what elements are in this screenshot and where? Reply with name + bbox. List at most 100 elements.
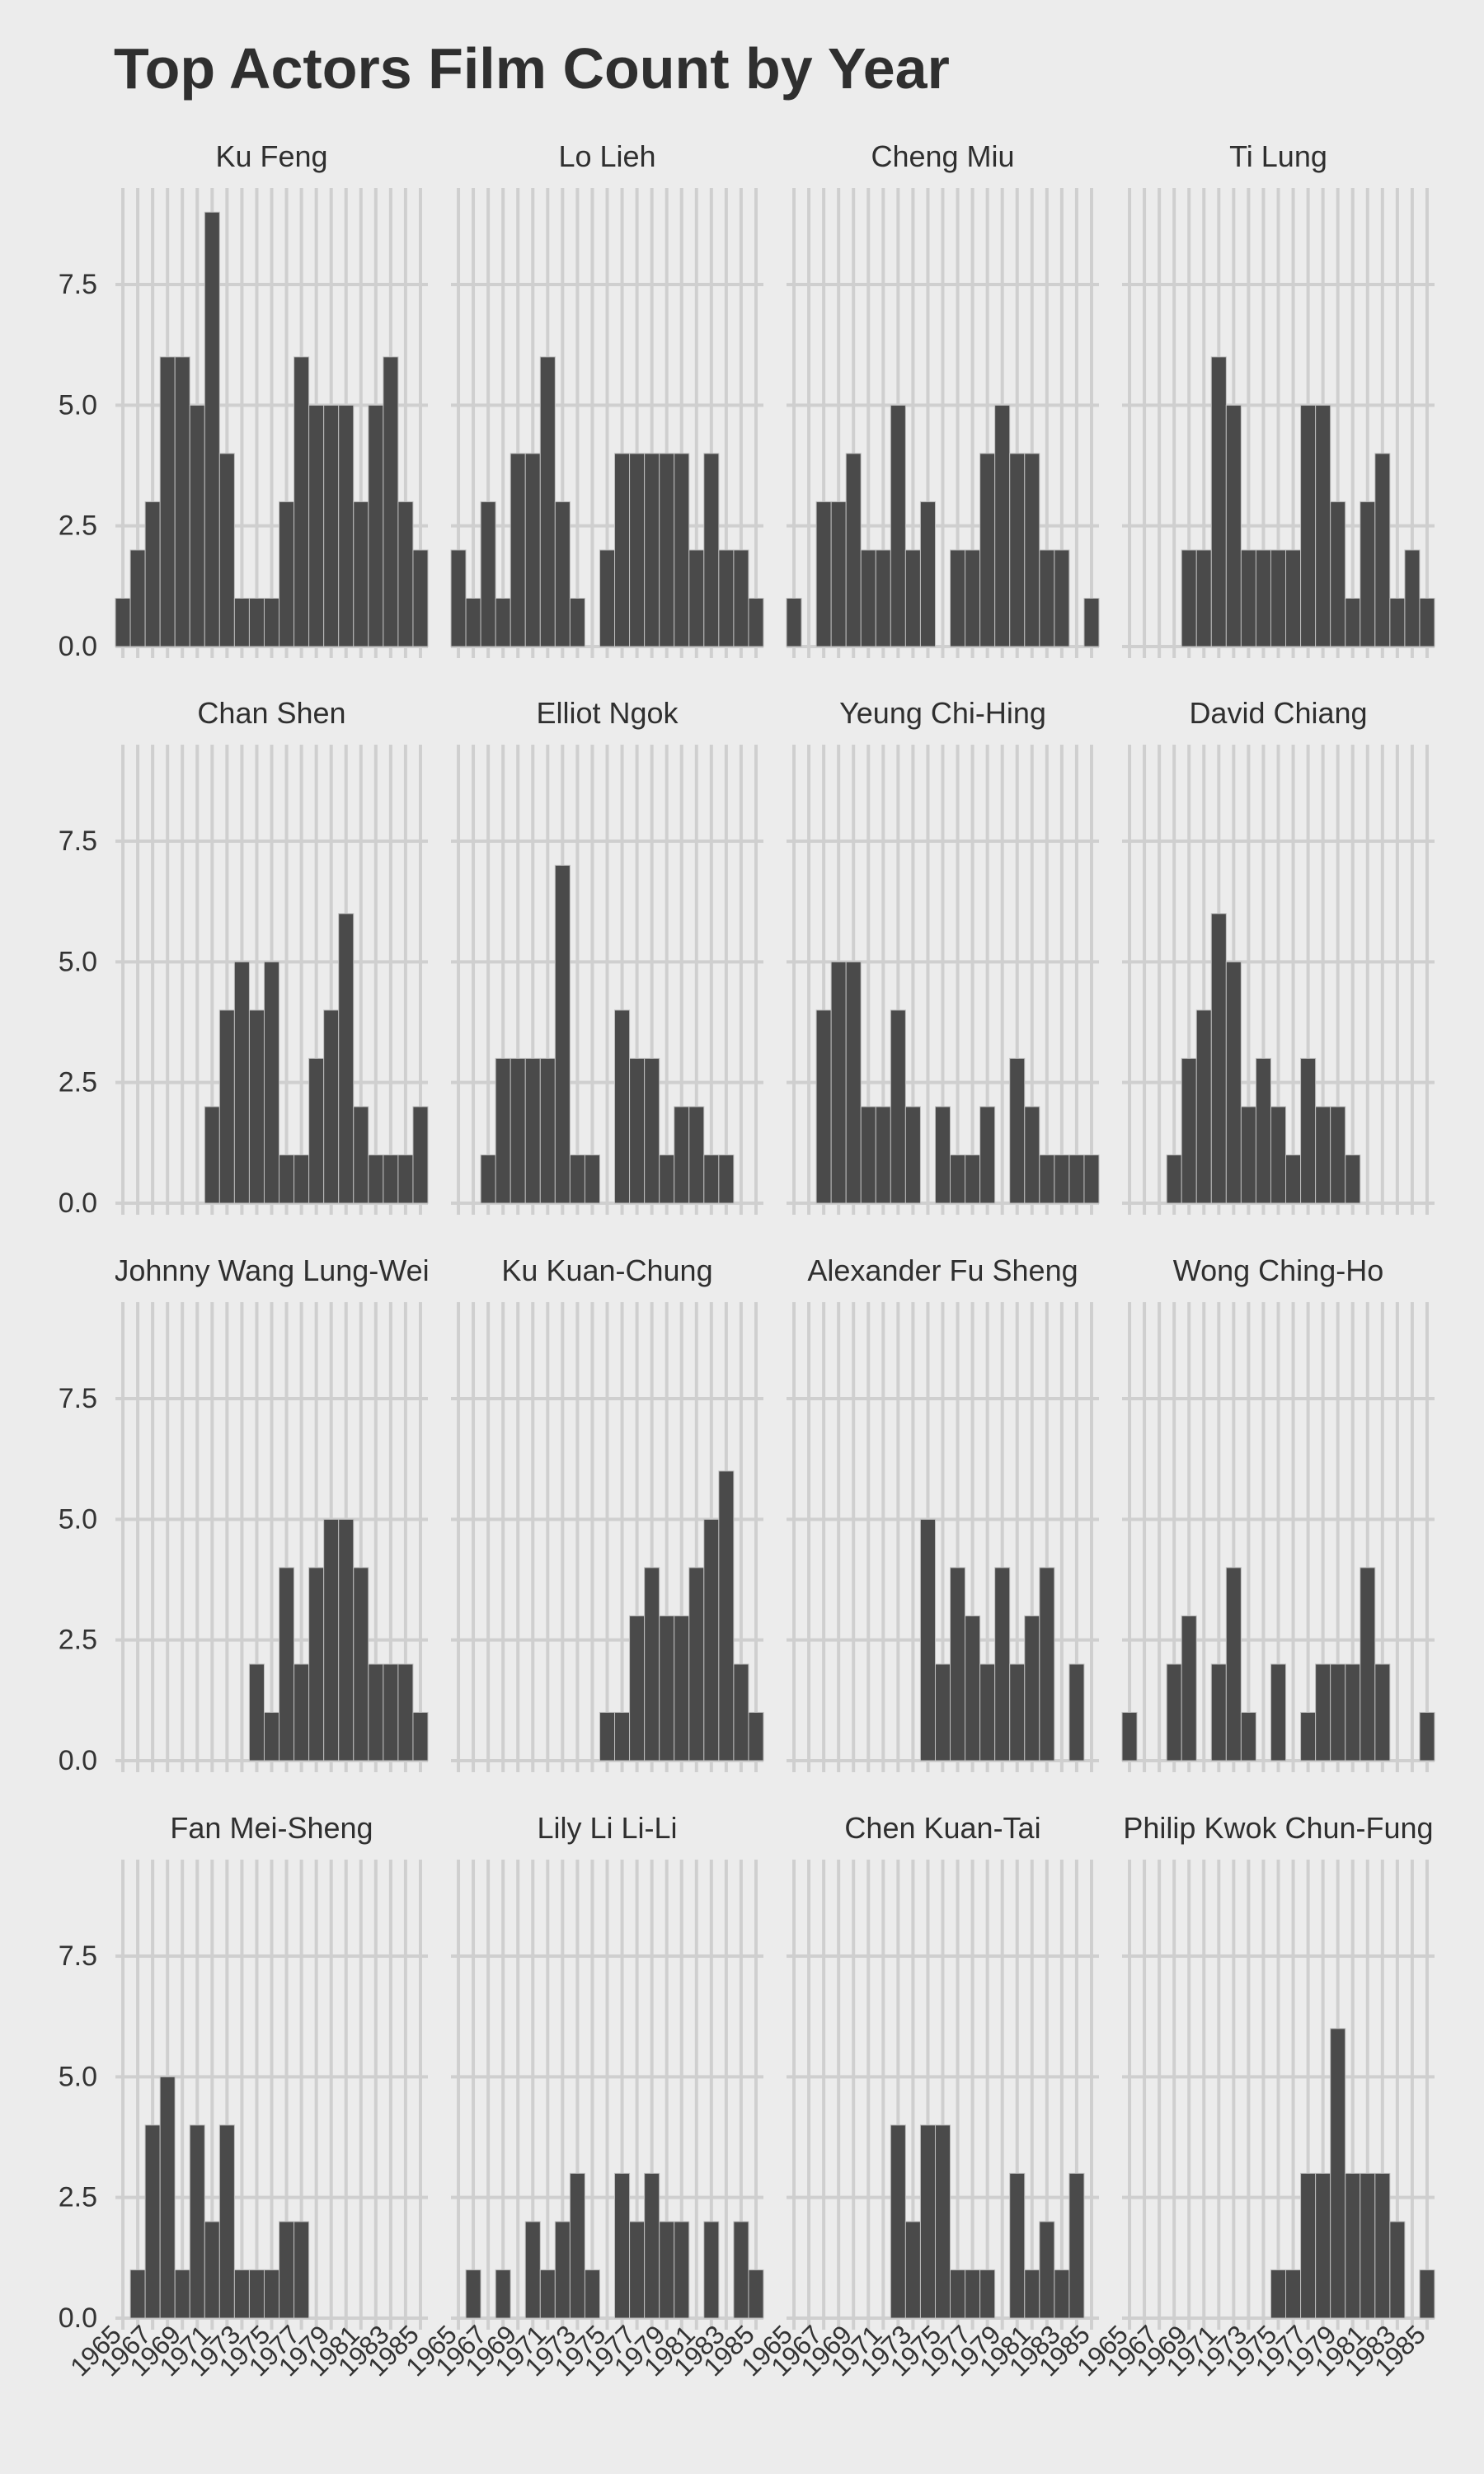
- bar-1978: [979, 1106, 996, 1204]
- bar-1985: [1419, 2269, 1435, 2319]
- facet-chan-shen: Chan Shen 0.0 2.5 5.0 7.5: [59, 696, 429, 1219]
- bar-1972: [218, 453, 235, 647]
- bar-1965: [115, 597, 131, 647]
- bar-1968: [159, 2076, 176, 2319]
- facet-chen-kuan-tai: Chen Kuan-Tai196519671969197119731975197…: [735, 1811, 1099, 2382]
- bar-1981: [1360, 501, 1376, 647]
- bar-1984: [733, 549, 749, 647]
- y-tick-label: 0.0: [59, 1745, 97, 1776]
- bar-1982: [1039, 1567, 1055, 1761]
- facet-label: Ku Kuan-Chung: [501, 1253, 712, 1287]
- bar-1974: [1255, 1057, 1271, 1204]
- bar-1973: [904, 2221, 921, 2319]
- bar-1973: [1240, 1106, 1256, 1204]
- bar-1982: [1039, 549, 1055, 647]
- bar-1984: [397, 1663, 414, 1761]
- bar-1977: [965, 2269, 981, 2319]
- bar-1969: [174, 356, 190, 647]
- bar-1968: [495, 1057, 511, 1204]
- bar-1978: [644, 2172, 660, 2319]
- bar-1968: [495, 2269, 511, 2319]
- bar-1985: [412, 1711, 429, 1761]
- bar-1983: [718, 549, 735, 647]
- bar-1978: [308, 1567, 325, 1761]
- bar-1970: [524, 453, 541, 647]
- bar-1971: [539, 356, 556, 647]
- bar-1967: [480, 1154, 496, 1204]
- bar-1968: [830, 961, 847, 1204]
- bar-1983: [383, 356, 399, 647]
- bar-1985: [748, 2269, 764, 2319]
- bar-1967: [815, 501, 832, 647]
- bar-1968: [830, 501, 847, 647]
- bar-1969: [510, 1057, 526, 1204]
- bar-1977: [294, 2221, 310, 2319]
- bar-1979: [323, 404, 340, 647]
- facet-label: Chen Kuan-Tai: [844, 1811, 1040, 1845]
- bar-1975: [263, 2269, 280, 2319]
- bar-1976: [614, 453, 631, 647]
- bar-1985: [1419, 597, 1435, 647]
- bar-1983: [1054, 1154, 1070, 1204]
- bar-1984: [397, 1154, 414, 1204]
- bar-1985: [1419, 1711, 1435, 1761]
- bar-1980: [1009, 1663, 1026, 1761]
- facet-cheng-miu: Cheng Miu: [786, 139, 1100, 658]
- bar-1979: [659, 2221, 675, 2319]
- bar-1967: [480, 501, 496, 647]
- facet-label: Philip Kwok Chun-Fung: [1123, 1811, 1433, 1845]
- bar-1975: [934, 2124, 951, 2319]
- bar-1985: [412, 1106, 429, 1204]
- bar-1975: [934, 1663, 951, 1761]
- bar-1969: [1181, 1057, 1197, 1204]
- bar-1973: [233, 2269, 250, 2319]
- bar-1966: [129, 549, 146, 647]
- bar-1972: [890, 2124, 906, 2319]
- bar-1979: [994, 404, 1011, 647]
- bar-1971: [539, 2269, 556, 2319]
- bar-1969: [845, 453, 862, 647]
- facet-label: Ti Lung: [1229, 139, 1327, 173]
- y-tick-label: 2.5: [59, 510, 97, 542]
- bar-1974: [248, 1663, 265, 1761]
- bar-1979: [659, 453, 675, 647]
- bar-1981: [1360, 1567, 1376, 1761]
- bar-1982: [703, 1518, 720, 1761]
- facet-label: Yeung Chi-Hing: [839, 696, 1046, 730]
- bar-1983: [1389, 597, 1406, 647]
- bar-1968: [159, 356, 176, 647]
- bar-1972: [218, 1009, 235, 1204]
- bar-1976: [614, 1009, 631, 1204]
- facet-label: Alexander Fu Sheng: [807, 1253, 1078, 1287]
- bar-1978: [1315, 1663, 1331, 1761]
- bar-1971: [204, 2221, 220, 2319]
- bar-1983: [718, 1154, 735, 1204]
- y-tick-label: 0.0: [59, 2302, 97, 2334]
- bar-1981: [1024, 1615, 1040, 1761]
- bar-1980: [1009, 1057, 1026, 1204]
- bar-1981: [1024, 1106, 1040, 1204]
- bar-1980: [338, 1518, 355, 1761]
- bar-1973: [569, 1154, 585, 1204]
- bar-1983: [383, 1154, 399, 1204]
- bar-1980: [674, 453, 690, 647]
- bar-1984: [733, 1663, 749, 1761]
- bar-1977: [1300, 2172, 1317, 2319]
- bar-1978: [1315, 1106, 1331, 1204]
- bar-1975: [934, 1106, 951, 1204]
- bar-1977: [629, 1615, 646, 1761]
- bar-1973: [904, 549, 921, 647]
- bar-1969: [174, 2269, 190, 2319]
- bar-1977: [629, 2221, 646, 2319]
- bar-1966: [465, 597, 481, 647]
- bar-1981: [688, 1106, 705, 1204]
- facet-alexander-fu-sheng: Alexander Fu Sheng: [787, 1253, 1099, 1772]
- bar-1978: [979, 2269, 996, 2319]
- bar-1979: [1330, 501, 1346, 647]
- bar-1979: [659, 1154, 675, 1204]
- bar-1980: [674, 1615, 690, 1761]
- bar-1985: [1083, 1154, 1100, 1204]
- bar-1984: [733, 2221, 749, 2319]
- bar-1985: [412, 549, 429, 647]
